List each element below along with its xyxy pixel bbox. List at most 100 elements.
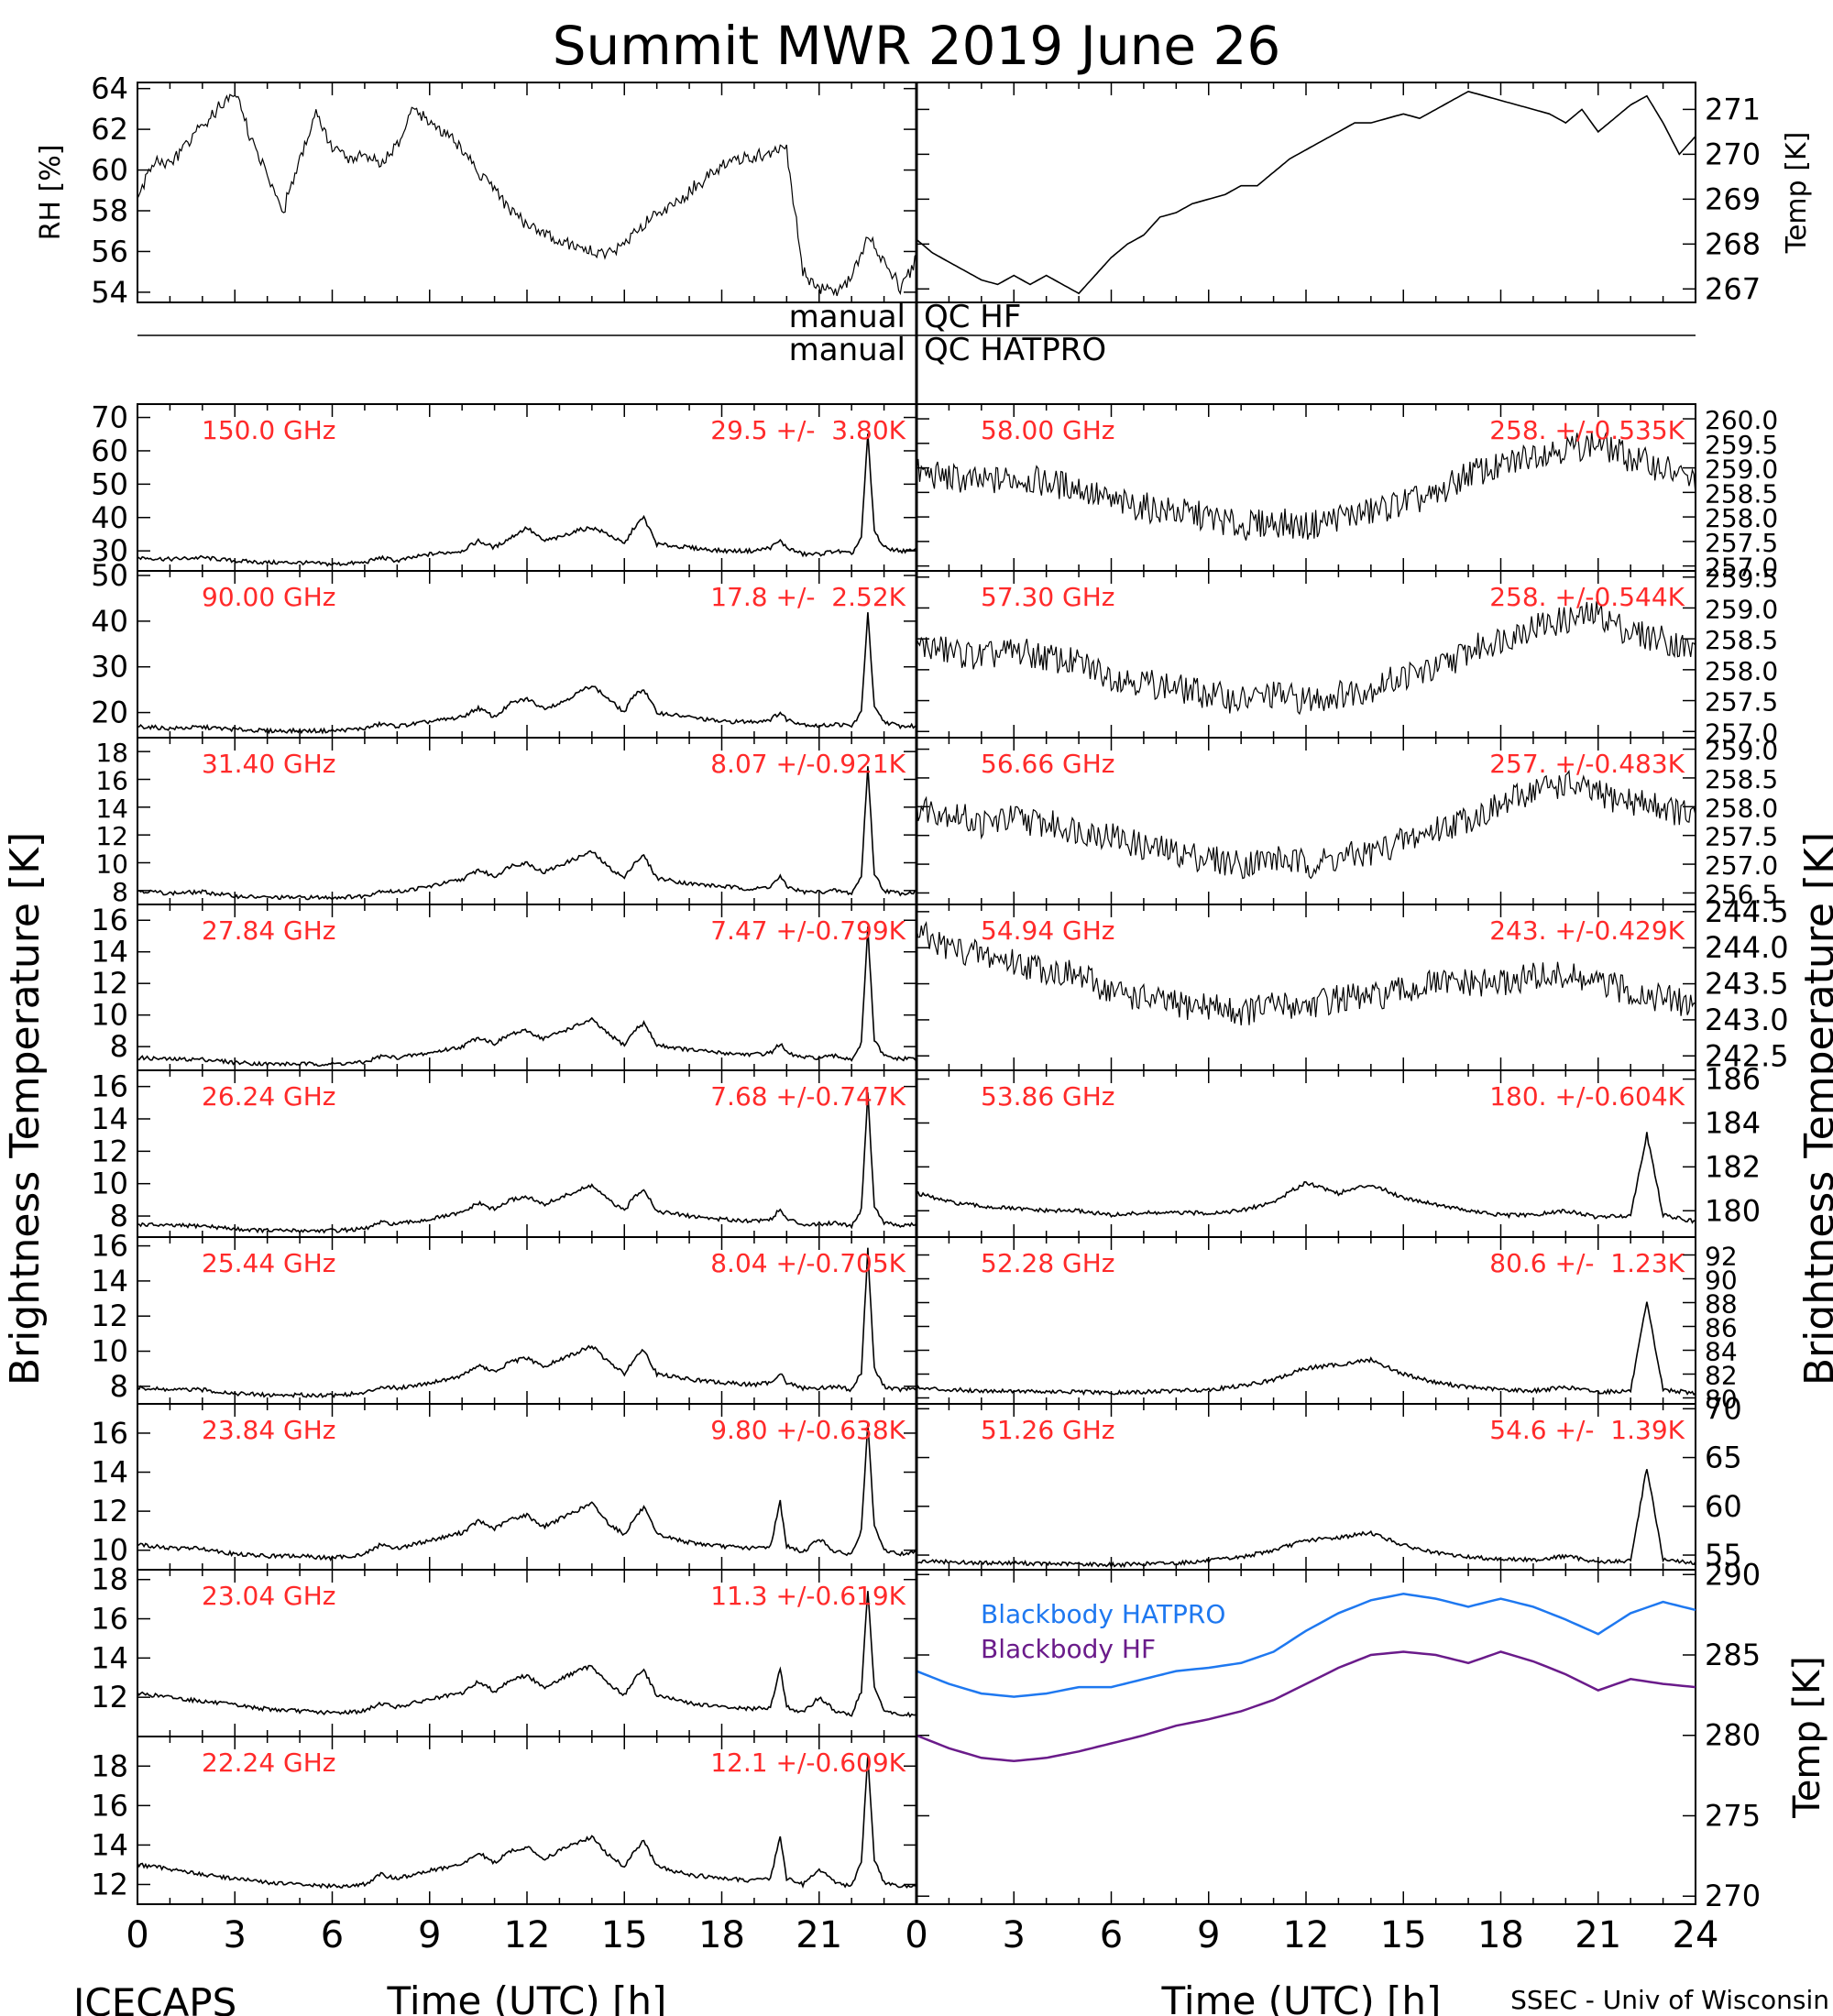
y-tick-label: 182 [1705, 1149, 1761, 1184]
y-tick-label: 257.0 [1705, 850, 1778, 881]
qc-hf-left: manual [789, 299, 906, 335]
y-tick-label: 12 [91, 1867, 128, 1901]
series-line-ch58 [916, 431, 1696, 541]
y-tick-label: 90 [1705, 1265, 1738, 1296]
y-tick-label: 92 [1705, 1242, 1738, 1272]
channel-label: 23.84 GHz [202, 1415, 336, 1445]
legend-entry: Blackbody HF [981, 1634, 1156, 1664]
y-tick-label: 65 [1705, 1441, 1742, 1475]
channel-stat: 12.1 +/-0.609K [710, 1748, 906, 1778]
y-tick-label: 82 [1705, 1361, 1738, 1391]
xlabel-left: Time (UTC) [h] [387, 1978, 667, 2016]
temp-ylabel: Temp [K] [1781, 132, 1813, 255]
y-tick-label: 50 [91, 466, 128, 501]
x-tick-label-left: 15 [601, 1914, 648, 1956]
y-tick-label: 58 [91, 193, 128, 228]
x-tick-label-right: 6 [1100, 1914, 1123, 1956]
series-line-ch5494 [916, 920, 1696, 1025]
panel-frame [137, 82, 917, 303]
y-tick-label: 258.0 [1705, 656, 1778, 686]
y-tick-label: 184 [1705, 1105, 1761, 1140]
panel-rh: 54 56 58 60 62 64 RH [%] [35, 71, 917, 310]
y-tick-label: 12 [95, 821, 128, 851]
y-tick-label: 16 [95, 766, 128, 796]
y-tick-label: 55 [1705, 1538, 1742, 1572]
channel-stat: 7.68 +/-0.747K [710, 1081, 906, 1112]
y-tick-label: 10 [95, 849, 128, 880]
y-tick-label: 70 [1705, 1391, 1742, 1426]
y-tick-label: 257.5 [1705, 822, 1778, 852]
y-tick-label: 259.0 [1705, 594, 1778, 624]
y-tick-label: 14 [91, 935, 128, 970]
series-line-ch2304 [137, 1591, 917, 1718]
y-tick-label: 244.0 [1705, 930, 1789, 965]
channel-stat: 257. +/-0.483K [1489, 749, 1685, 779]
channel-label: 54.94 GHz [981, 915, 1115, 946]
channel-stat: 11.3 +/-0.619K [710, 1581, 906, 1611]
y-tick-label: 18 [95, 738, 128, 768]
y-tick-label: 16 [91, 903, 128, 937]
qc-hatpro-right: QC HATPRO [924, 332, 1106, 368]
panel-ch5386: 180 182 184 186 53.86 GHz 180. +/-0.604K [916, 1062, 1761, 1238]
y-tick-label: 84 [1705, 1337, 1738, 1367]
y-tick-label: 14 [91, 1455, 128, 1490]
y-tick-label: 14 [91, 1264, 128, 1298]
y-tick-label: 12 [91, 966, 128, 1001]
x-tick-label-left: 18 [698, 1914, 745, 1956]
y-tick-label: 14 [91, 1827, 128, 1862]
y-tick-label: 285 [1705, 1638, 1761, 1672]
y-tick-label: 64 [91, 71, 128, 106]
panel-ch90: 20 30 40 50 90.00 GHz 17.8 +/- 2.52K [91, 558, 917, 739]
y-tick-label: 242.5 [1705, 1038, 1789, 1073]
series-line-rh [137, 93, 917, 297]
x-tick-label-right: 21 [1575, 1914, 1621, 1956]
y-tick-label: 257.5 [1705, 687, 1778, 718]
x-tick-label-left: 0 [126, 1914, 148, 1956]
y-tick-label: 180 [1705, 1193, 1761, 1228]
qc-hf-right: QC HF [924, 299, 1021, 335]
y-tick-label: 10 [91, 1533, 128, 1568]
y-tick-label: 30 [91, 533, 128, 568]
y-tick-label: 70 [91, 400, 128, 435]
y-tick-label: 8 [110, 1369, 128, 1404]
channel-stat: 17.8 +/- 2.52K [710, 582, 906, 612]
y-tick-label: 20 [91, 696, 128, 730]
channel-label: 31.40 GHz [202, 749, 336, 779]
channel-label: 56.66 GHz [981, 749, 1115, 779]
channel-label: 51.26 GHz [981, 1415, 1115, 1445]
y-tick-label: 88 [1705, 1289, 1738, 1320]
channel-label: 150.0 GHz [202, 415, 336, 445]
y-tick-label: 275 [1705, 1798, 1761, 1833]
y-tick-label: 256.5 [1705, 879, 1778, 909]
y-tick-label: 258.0 [1705, 793, 1778, 823]
series-line-ch2544 [137, 1247, 917, 1398]
x-tick-label-right: 0 [905, 1914, 927, 1956]
channel-label: 52.28 GHz [981, 1248, 1115, 1278]
channel-stat: 180. +/-0.604K [1489, 1081, 1685, 1112]
channel-stat: 80.6 +/- 1.23K [1489, 1248, 1685, 1278]
channel-label: 23.04 GHz [202, 1581, 336, 1611]
series-line-ch2224 [137, 1755, 917, 1890]
series-line-ch5666 [916, 770, 1696, 880]
y-tick-label: 16 [91, 1229, 128, 1264]
series-line-ch573 [916, 601, 1696, 716]
panel-bbtemp: 270 275 280 285 290 Blackbody HATPRO Blackbody… [916, 1557, 1828, 1913]
channel-stat: 9.80 +/-0.638K [710, 1415, 906, 1445]
series-line-temp [916, 90, 1696, 295]
x-tick-label-left: 12 [504, 1914, 551, 1956]
y-tick-label: 14 [91, 1640, 128, 1675]
y-tick-label: 258.5 [1705, 625, 1778, 655]
y-tick-label: 18 [91, 1562, 128, 1597]
channel-stat: 8.04 +/-0.705K [710, 1248, 906, 1278]
x-tick-label-right: 9 [1197, 1914, 1220, 1956]
y-tick-label: 260.0 [1705, 405, 1778, 435]
